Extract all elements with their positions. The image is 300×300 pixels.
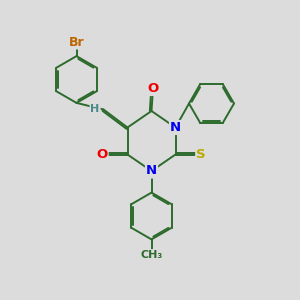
Text: H: H	[91, 104, 100, 114]
Text: O: O	[96, 148, 108, 161]
Text: N: N	[170, 121, 181, 134]
Text: S: S	[196, 148, 206, 161]
Text: Br: Br	[69, 35, 84, 49]
Text: N: N	[146, 164, 157, 178]
Text: CH₃: CH₃	[140, 250, 163, 260]
Text: O: O	[147, 82, 159, 95]
